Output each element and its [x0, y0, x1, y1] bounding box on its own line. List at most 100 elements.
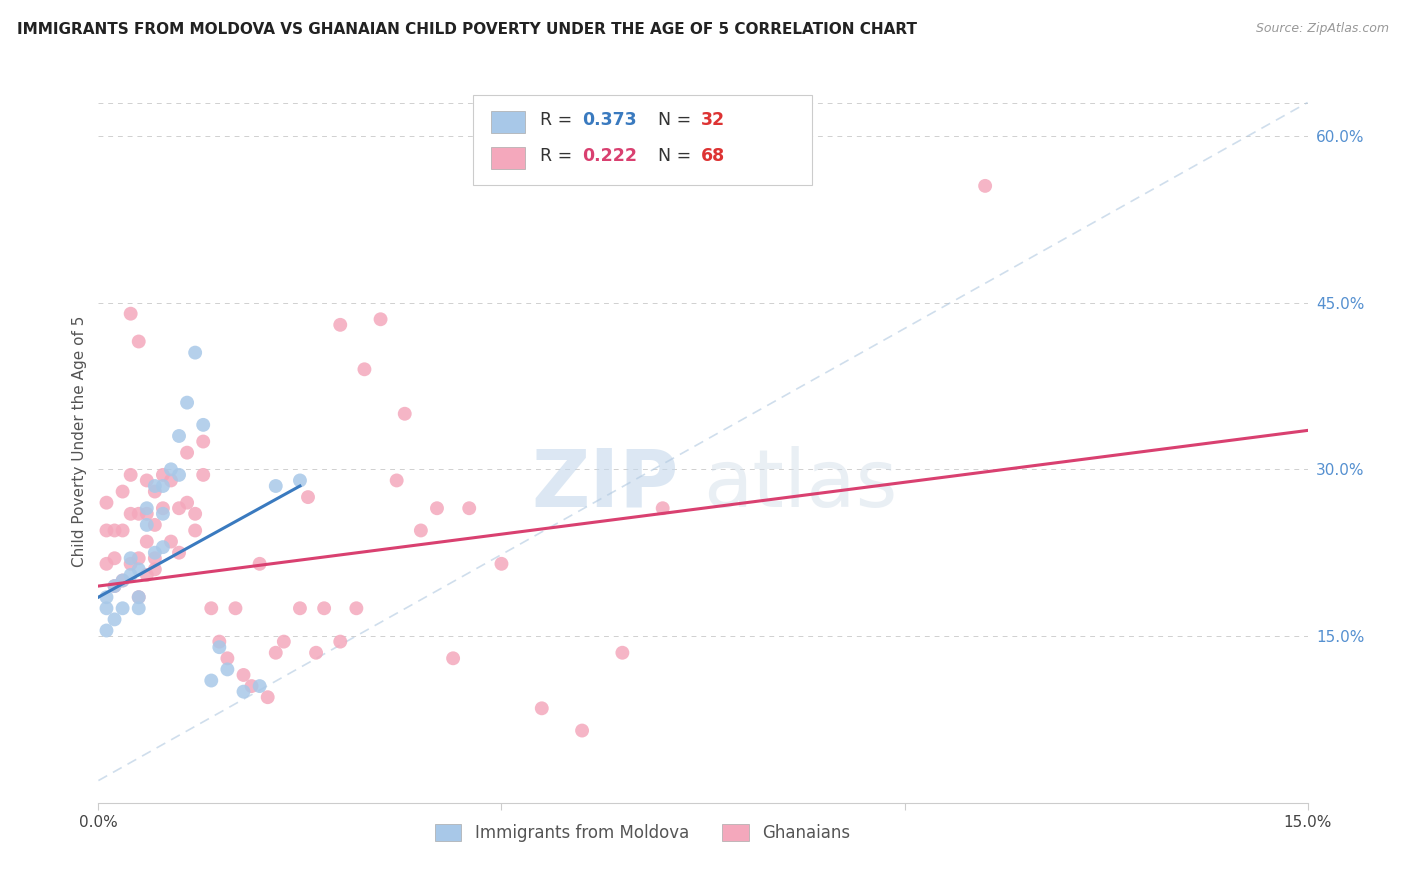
- Point: [135, 507, 157, 521]
- Point: [193, 417, 215, 432]
- Point: [120, 557, 142, 571]
- Point: [160, 474, 183, 488]
- FancyBboxPatch shape: [474, 95, 811, 185]
- Point: [651, 501, 673, 516]
- Point: [176, 496, 198, 510]
- Point: [305, 646, 328, 660]
- Point: [217, 651, 239, 665]
- Point: [96, 524, 118, 538]
- Point: [344, 601, 367, 615]
- Text: N =: N =: [658, 147, 697, 165]
- Text: 32: 32: [700, 111, 724, 129]
- Point: [120, 551, 142, 566]
- Point: [103, 579, 125, 593]
- Point: [143, 562, 166, 576]
- Point: [612, 646, 634, 660]
- Point: [128, 507, 150, 521]
- Point: [974, 178, 997, 193]
- Point: [491, 557, 513, 571]
- Point: [385, 474, 408, 488]
- Point: [143, 551, 166, 566]
- Point: [111, 574, 134, 588]
- Text: R =: R =: [540, 147, 578, 165]
- Point: [329, 634, 352, 648]
- Point: [120, 507, 142, 521]
- Point: [571, 723, 593, 738]
- FancyBboxPatch shape: [492, 147, 526, 169]
- Point: [96, 557, 118, 571]
- Point: [193, 434, 215, 449]
- Point: [135, 474, 157, 488]
- Point: [441, 651, 464, 665]
- Point: [353, 362, 375, 376]
- Point: [143, 479, 166, 493]
- Point: [128, 590, 150, 604]
- Point: [152, 507, 174, 521]
- Point: [426, 501, 449, 516]
- Point: [264, 479, 287, 493]
- Point: [143, 517, 166, 532]
- Point: [135, 534, 157, 549]
- Point: [167, 546, 190, 560]
- Point: [128, 334, 150, 349]
- Point: [103, 524, 125, 538]
- Point: [314, 601, 336, 615]
- Point: [200, 601, 222, 615]
- Point: [329, 318, 352, 332]
- Point: [249, 557, 271, 571]
- Point: [370, 312, 392, 326]
- Point: [143, 484, 166, 499]
- Point: [176, 445, 198, 459]
- Point: [256, 690, 278, 705]
- Point: [160, 462, 183, 476]
- Point: [249, 679, 271, 693]
- Point: [111, 601, 134, 615]
- Point: [128, 590, 150, 604]
- Point: [184, 507, 207, 521]
- Point: [167, 429, 190, 443]
- Point: [458, 501, 481, 516]
- Point: [111, 484, 134, 499]
- Point: [530, 701, 553, 715]
- Point: [193, 467, 215, 482]
- Point: [208, 634, 231, 648]
- Point: [409, 524, 432, 538]
- Text: atlas: atlas: [703, 446, 897, 524]
- Point: [240, 679, 263, 693]
- Point: [200, 673, 222, 688]
- FancyBboxPatch shape: [492, 112, 526, 133]
- Y-axis label: Child Poverty Under the Age of 5: Child Poverty Under the Age of 5: [72, 316, 87, 567]
- Point: [167, 501, 190, 516]
- Point: [96, 601, 118, 615]
- Point: [288, 474, 311, 488]
- Point: [111, 574, 134, 588]
- Point: [217, 662, 239, 676]
- Point: [143, 546, 166, 560]
- Point: [96, 590, 118, 604]
- Point: [273, 634, 295, 648]
- Point: [224, 601, 246, 615]
- Legend: Immigrants from Moldova, Ghanaians: Immigrants from Moldova, Ghanaians: [427, 817, 858, 848]
- Text: 68: 68: [700, 147, 725, 165]
- Point: [160, 534, 183, 549]
- Text: 0.222: 0.222: [582, 147, 637, 165]
- Point: [232, 684, 254, 698]
- Point: [103, 551, 125, 566]
- Point: [103, 612, 125, 626]
- Point: [120, 568, 142, 582]
- Point: [167, 467, 190, 482]
- Point: [152, 501, 174, 516]
- Text: R =: R =: [540, 111, 578, 129]
- Point: [184, 524, 207, 538]
- Point: [288, 601, 311, 615]
- Point: [135, 501, 157, 516]
- Point: [394, 407, 416, 421]
- Point: [96, 624, 118, 638]
- Point: [297, 490, 319, 504]
- Text: Source: ZipAtlas.com: Source: ZipAtlas.com: [1256, 22, 1389, 36]
- Point: [152, 540, 174, 554]
- Point: [96, 496, 118, 510]
- Point: [152, 479, 174, 493]
- Point: [135, 517, 157, 532]
- Point: [135, 568, 157, 582]
